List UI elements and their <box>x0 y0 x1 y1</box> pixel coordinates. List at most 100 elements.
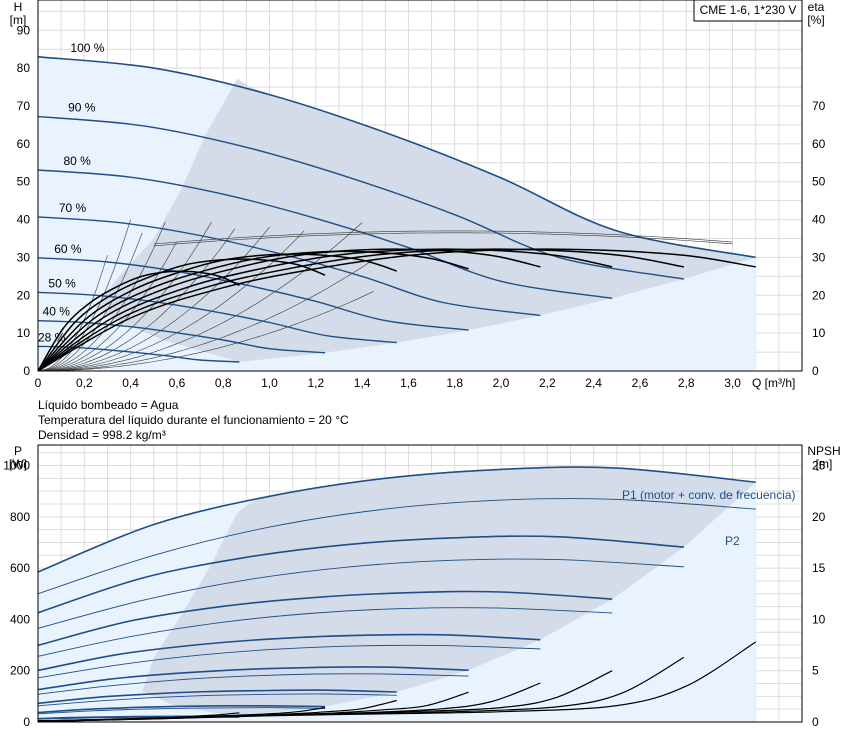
note-density: Densidad = 998.2 kg/m³ <box>38 428 166 442</box>
h-tick-label: 80 <box>17 61 31 75</box>
h-tick-label: 10 <box>17 326 31 340</box>
speed-label: 50 % <box>48 276 76 290</box>
speed-label: 28 % <box>38 330 66 344</box>
eta-axis-unit: [%] <box>807 13 824 27</box>
h-axis-unit: [m] <box>10 13 27 27</box>
system-curve <box>37 291 374 372</box>
eta-axis-label: eta <box>808 0 825 14</box>
npsh-tick-label: 5 <box>812 664 819 678</box>
frames <box>37 0 803 723</box>
head-curve-40 <box>37 319 326 354</box>
power-frame <box>37 444 803 723</box>
h-tick-label: 90 <box>17 23 31 37</box>
speed-label: 90 % <box>68 101 96 115</box>
p1-curve <box>37 466 756 573</box>
eta-tick-label: 50 <box>812 175 826 189</box>
npsh-tick-label: 0 <box>812 715 819 729</box>
x-tick-label: 1,2 <box>307 376 324 390</box>
x-axis-label: Q [m³/h] <box>752 376 795 390</box>
x-tick-label: 1,8 <box>446 376 463 390</box>
p-tick-label: 1000 <box>3 459 30 473</box>
x-tick-label: 0,8 <box>215 376 232 390</box>
system-curve <box>37 259 374 372</box>
npsh-axis-unit: [m] <box>816 457 833 471</box>
system-curve <box>37 219 131 372</box>
p2-curve <box>37 607 613 657</box>
eta-envelope <box>153 232 733 247</box>
p2-curve <box>37 693 397 707</box>
speed-label: 40 % <box>43 305 71 319</box>
p1-curve <box>37 590 613 647</box>
p1-series-label: P1 (motor + conv. de frecuencia) <box>622 488 796 502</box>
x-tick-label: 0,4 <box>122 376 139 390</box>
curves <box>37 56 757 722</box>
p2-series-label: P2 <box>725 534 740 548</box>
eta-curve <box>37 248 541 372</box>
npsh-tick-label: 25 <box>812 459 826 473</box>
qh-frame <box>37 0 803 372</box>
x-tick-label: 2,2 <box>539 376 556 390</box>
x-tick-label: 2,6 <box>632 376 649 390</box>
speed-label: 60 % <box>54 242 82 256</box>
h-tick-label: 50 <box>17 175 31 189</box>
p-tick-label: 0 <box>23 715 30 729</box>
eta-curve <box>37 258 326 372</box>
eta-curve <box>37 270 240 372</box>
p-tick-label: 600 <box>10 561 30 575</box>
system-curve <box>37 226 270 372</box>
p1-curve <box>37 689 397 705</box>
p2-curve <box>37 498 756 595</box>
p1-curve <box>37 666 469 691</box>
eta-curve <box>37 248 685 372</box>
h-tick-label: 70 <box>17 99 31 113</box>
speed-label: 70 % <box>59 201 87 215</box>
x-tick-label: 1,4 <box>354 376 371 390</box>
x-tick-label: 2,0 <box>493 376 510 390</box>
p-axis-label: P <box>14 444 22 458</box>
p2-curve <box>37 558 684 629</box>
head-curve-100 <box>37 56 756 259</box>
p2-curve <box>37 707 326 715</box>
npsh-curve <box>37 712 240 722</box>
head-curve-50 <box>37 291 397 344</box>
curve-labels: 100 % 90 % 80 % 70 % 60 % 50 % 40 % 28 % P1 (mot… <box>38 41 796 548</box>
p1-curve <box>37 535 684 614</box>
speed-label: 80 % <box>63 154 91 168</box>
npsh-curve <box>37 707 326 722</box>
eta-tick-label: 60 <box>812 137 826 151</box>
npsh-axis-label: NPSH <box>807 444 840 458</box>
x-tick-label: 2,8 <box>678 376 695 390</box>
eta-tick-label: 10 <box>812 326 826 340</box>
tick-labels: 0 0,2 0,4 0,6 0,8 1,0 1,2 1,4 1,6 1,8 2,0 2,2 2,4 2,6… <box>3 0 840 729</box>
speed-label: 100 % <box>70 41 104 55</box>
npsh-tick-label: 15 <box>812 561 826 575</box>
x-tick-label: 3,0 <box>724 376 741 390</box>
p2-curve <box>37 644 541 679</box>
note-liquid: Líquido bombeado = Agua <box>38 398 179 412</box>
h-tick-label: 0 <box>23 364 30 378</box>
npsh-tick-label: 20 <box>812 510 826 524</box>
eta-curve <box>37 250 469 372</box>
p-tick-label: 400 <box>10 612 30 626</box>
h-tick-label: 40 <box>17 213 31 227</box>
eta-tick-label: 20 <box>812 288 826 302</box>
head-curve-60 <box>37 257 469 331</box>
eta-envelope <box>153 230 733 245</box>
h-tick-label: 60 <box>17 137 31 151</box>
note-temperature: Temperatura del líquido durante el funci… <box>38 413 349 427</box>
npsh-tick-label: 10 <box>812 612 826 626</box>
p-tick-label: 800 <box>10 510 30 524</box>
x-tick-label: 1,6 <box>400 376 417 390</box>
x-tick-label: 0,2 <box>76 376 93 390</box>
h-tick-label: 20 <box>17 288 31 302</box>
eta-tick-label: 30 <box>812 250 826 264</box>
p1-curve <box>37 704 326 714</box>
head-curve-90 <box>37 115 685 280</box>
system-curve <box>37 221 212 372</box>
qh-region-dark <box>95 78 756 362</box>
x-tick-label: 0,6 <box>169 376 186 390</box>
x-tick-label: 0 <box>35 376 42 390</box>
p-axis-unit: [W] <box>9 457 27 471</box>
model-box <box>693 0 803 22</box>
